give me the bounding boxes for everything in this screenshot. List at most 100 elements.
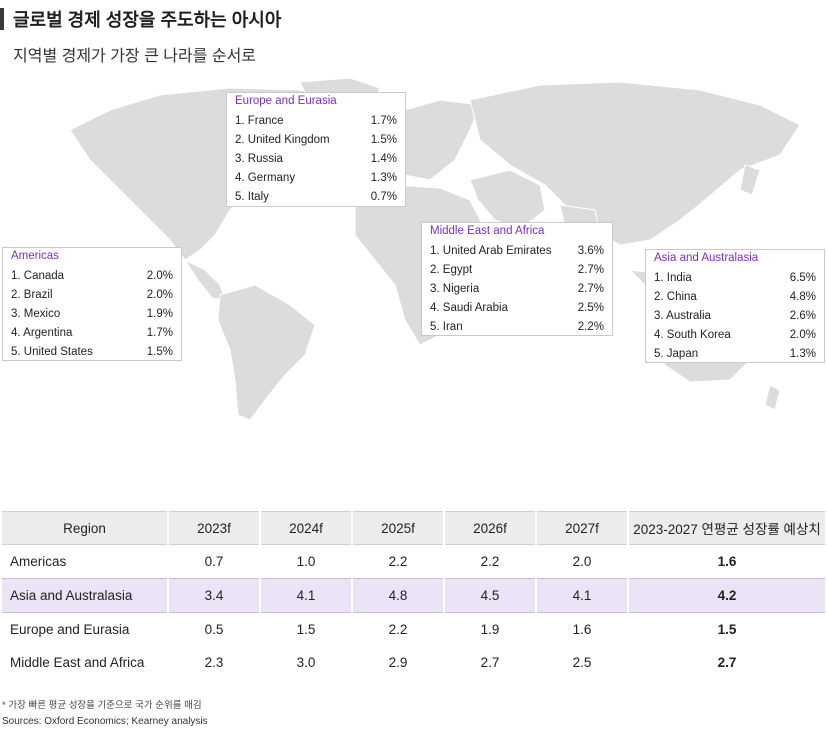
country-name: 5. United States bbox=[11, 346, 93, 358]
country-name: 1. Canada bbox=[11, 270, 65, 282]
value-cell: 2.2 bbox=[388, 622, 408, 637]
country-value: 4.8% bbox=[789, 291, 816, 303]
region-cell: Americas bbox=[10, 554, 67, 569]
country-name: 4. Argentina bbox=[11, 327, 73, 339]
country-name: 3. Mexico bbox=[11, 308, 61, 320]
country-value: 1.5% bbox=[370, 134, 397, 146]
map-asia bbox=[469, 81, 801, 246]
country-name: 4. South Korea bbox=[654, 329, 731, 341]
value-cell: 1.9 bbox=[480, 622, 500, 637]
growth-table: Region 2023f 2024f 2025f 2026f 2027f 202… bbox=[0, 511, 827, 679]
callout-row: 1. France 1.7% bbox=[235, 112, 397, 131]
column-header: Region bbox=[2, 511, 167, 545]
value-cell: 2.2 bbox=[388, 554, 408, 569]
callout-row: 5. Iran 2.2% bbox=[430, 318, 604, 337]
region-cell: Europe and Eurasia bbox=[10, 622, 130, 637]
source-note: Sources: Oxford Economics; Kearney analy… bbox=[2, 716, 208, 727]
map-new-zealand bbox=[764, 384, 781, 411]
country-value: 3.6% bbox=[577, 245, 604, 257]
region-cell: Middle East and Africa bbox=[10, 655, 145, 670]
country-name: 2. China bbox=[654, 291, 697, 303]
average-cell: 2.7 bbox=[717, 655, 737, 670]
value-cell: 2.2 bbox=[480, 554, 500, 569]
value-cell: 4.5 bbox=[445, 578, 535, 613]
callout-row: 2. Egypt 2.7% bbox=[430, 261, 604, 280]
country-name: 1. France bbox=[235, 115, 284, 127]
country-value: 6.5% bbox=[789, 272, 816, 284]
column-header: 2023f bbox=[169, 511, 259, 545]
table-row: Americas 0.7 1.0 2.2 2.2 2.0 1.6 bbox=[2, 545, 825, 578]
page-subtitle: 지역별 경제가 가장 큰 나라를 순서로 bbox=[13, 48, 257, 65]
country-name: 2. Egypt bbox=[430, 264, 473, 276]
country-value: 1.4% bbox=[370, 153, 397, 165]
country-name: 2. Brazil bbox=[11, 289, 53, 301]
country-name: 5. Japan bbox=[654, 348, 699, 360]
country-value: 1.7% bbox=[370, 115, 397, 127]
callout-row: 1. India 6.5% bbox=[654, 269, 816, 288]
callout-row: 2. United Kingdom 1.5% bbox=[235, 131, 397, 150]
country-value: 2.2% bbox=[577, 321, 604, 333]
callout-region-title: Americas bbox=[11, 250, 59, 262]
country-value: 2.6% bbox=[789, 310, 816, 322]
column-header: 2024f bbox=[261, 511, 351, 545]
country-value: 2.0% bbox=[146, 289, 173, 301]
column-header: 2027f bbox=[537, 511, 627, 545]
page-title: 글로벌 경제 성장을 주도하는 아시아 bbox=[13, 10, 282, 30]
value-cell: 1.0 bbox=[296, 554, 316, 569]
callout-row: 3. Mexico 1.9% bbox=[11, 305, 173, 324]
country-value: 1.3% bbox=[789, 348, 816, 360]
country-name: 3. Australia bbox=[654, 310, 711, 322]
value-cell: 2.7 bbox=[480, 655, 500, 670]
country-name: 1. India bbox=[654, 272, 692, 284]
map-south-america bbox=[217, 284, 316, 421]
map-middle-east bbox=[469, 169, 546, 231]
callout-americas: Americas 1. Canada 2.0% 2. Brazil 2.0% 3. … bbox=[2, 247, 182, 361]
country-value: 2.7% bbox=[577, 264, 604, 276]
value-cell: 0.7 bbox=[204, 554, 224, 569]
table-row: Middle East and Africa 2.3 3.0 2.9 2.7 2… bbox=[2, 646, 825, 679]
country-value: 1.3% bbox=[370, 172, 397, 184]
callout-row: 3. Russia 1.4% bbox=[235, 150, 397, 169]
value-cell: 2.3 bbox=[204, 655, 224, 670]
callout-row: 1. Canada 2.0% bbox=[11, 267, 173, 286]
map-japan bbox=[739, 164, 761, 196]
country-name: 2. United Kingdom bbox=[235, 134, 330, 146]
callout-row: 5. Italy 0.7% bbox=[235, 188, 397, 207]
column-header: 2023-2027 연평균 성장률 예상치 bbox=[629, 511, 825, 545]
callout-row: 3. Nigeria 2.7% bbox=[430, 280, 604, 299]
value-cell: 2.5 bbox=[572, 655, 592, 670]
country-value: 2.0% bbox=[789, 329, 816, 341]
column-header: 2026f bbox=[445, 511, 535, 545]
value-cell: 0.5 bbox=[204, 622, 224, 637]
callout-row: 2. China 4.8% bbox=[654, 288, 816, 307]
callout-region-title: Europe and Eurasia bbox=[235, 95, 337, 107]
average-cell: 4.2 bbox=[629, 578, 825, 613]
value-cell: 4.1 bbox=[537, 578, 627, 613]
country-name: 4. Saudi Arabia bbox=[430, 302, 509, 314]
callout-region-title: Middle East and Africa bbox=[430, 225, 545, 237]
callout-row: 4. Germany 1.3% bbox=[235, 169, 397, 188]
callout-row: 5. Japan 1.3% bbox=[654, 345, 816, 364]
callout-row: 4. Saudi Arabia 2.5% bbox=[430, 299, 604, 318]
table-row: Europe and Eurasia 0.5 1.5 2.2 1.9 1.6 1… bbox=[2, 613, 825, 646]
average-cell: 1.6 bbox=[717, 554, 737, 569]
value-cell: 4.1 bbox=[261, 578, 351, 613]
table-header-row: Region 2023f 2024f 2025f 2026f 2027f 202… bbox=[2, 511, 825, 545]
callout-row: 4. Argentina 1.7% bbox=[11, 324, 173, 343]
map-central-america bbox=[183, 258, 226, 301]
column-header: 2025f bbox=[353, 511, 443, 545]
value-cell: 1.6 bbox=[572, 622, 592, 637]
country-name: 4. Germany bbox=[235, 172, 296, 184]
country-name: 1. United Arab Emirates bbox=[430, 245, 552, 257]
title-accent-bar bbox=[0, 8, 4, 30]
value-cell: 2.0 bbox=[572, 554, 592, 569]
country-value: 2.0% bbox=[146, 270, 173, 282]
country-name: 3. Nigeria bbox=[430, 283, 480, 295]
country-name: 5. Iran bbox=[430, 321, 463, 333]
value-cell: 3.4 bbox=[169, 578, 259, 613]
callout-asia-australasia: Asia and Australasia 1. India 6.5% 2. Chi… bbox=[645, 249, 825, 363]
callout-row: 2. Brazil 2.0% bbox=[11, 286, 173, 305]
country-name: 5. Italy bbox=[235, 191, 269, 203]
value-cell: 4.8 bbox=[353, 578, 443, 613]
country-value: 2.5% bbox=[577, 302, 604, 314]
